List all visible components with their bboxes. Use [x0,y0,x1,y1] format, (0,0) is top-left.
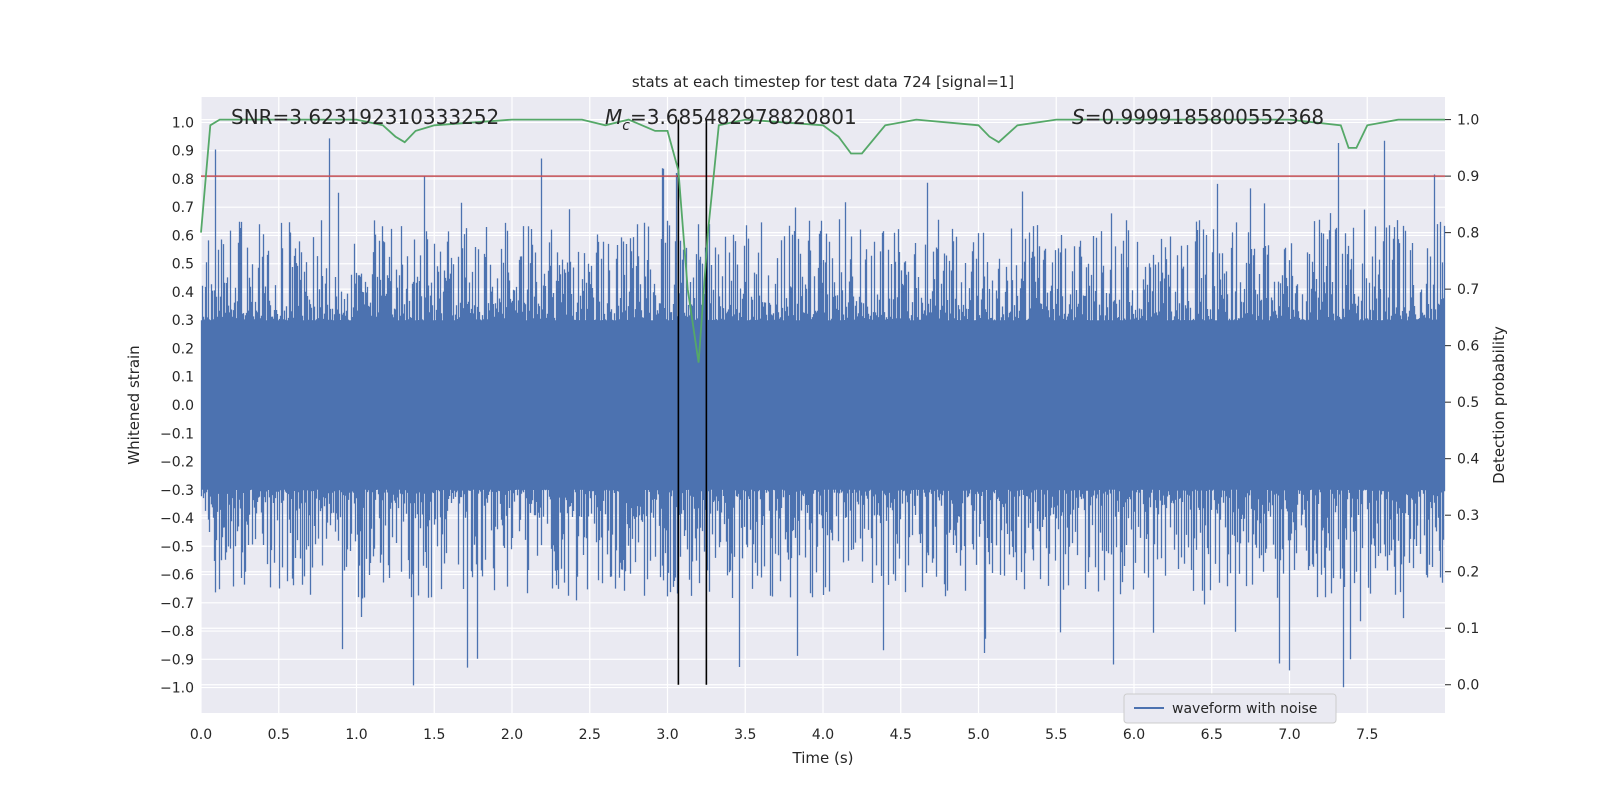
right-y-tick-labels: 1.0 0.9 0.8 0.7 0.6 0.5 0.4 0.3 0.2 0.1 0.0 [1445,113,1479,694]
left-y-tick-label: −0.6 [160,568,194,584]
right-y-tick-label: 0.7 [1457,282,1479,298]
left-y-tick-label: −0.5 [160,539,194,555]
left-y-tick-label: −0.4 [160,511,194,527]
left-y-tick-label: 1.0 [172,115,194,131]
x-tick-label: 5.5 [1045,727,1067,743]
left-y-axis-label: Whitened strain [125,345,143,464]
s-symbol: S [1072,105,1085,129]
legend: waveform with noise [1123,693,1337,724]
right-y-tick-label: 0.4 [1457,452,1479,468]
left-y-tick-label: 0.5 [172,257,194,273]
probability-line [200,118,1445,363]
x-tick-label: 7.5 [1356,727,1378,743]
x-tick-label: 4.0 [812,727,834,743]
x-tick-label: 5.0 [967,727,989,743]
snr-annotation: SNR=3.623192310333252 [231,105,499,129]
mc-subscript: c [622,118,630,134]
right-y-tick-label: 1.0 [1457,113,1479,129]
left-y-tick-label: −0.1 [160,426,194,442]
right-y-tick-label: 0.3 [1457,508,1479,524]
overlay-lines [200,118,1445,685]
x-tick-label: 6.0 [1123,727,1145,743]
x-tick-label: 4.5 [890,727,912,743]
left-y-tick-label: −1.0 [160,681,194,697]
x-tick-label: 1.0 [345,727,367,743]
mc-value: =3.685482978820801 [630,105,857,129]
right-y-axis-label: Detection probability [1490,326,1508,484]
x-tick-label: 0.0 [190,727,212,743]
x-tick-label: 2.0 [501,727,523,743]
s-value: =0.9999185800552368 [1085,105,1324,129]
left-y-tick-label: 0.3 [172,313,194,329]
right-y-tick-label: 0.1 [1457,621,1479,637]
left-y-tick-label: −0.8 [160,624,194,640]
left-y-tick-label: 0.8 [172,172,194,188]
right-y-tick-label: 0.5 [1457,395,1479,411]
mc-annotation: Mc=3.685482978820801 [605,105,857,134]
left-y-tick-label: 0.9 [172,144,194,160]
x-tick-label: 3.0 [656,727,678,743]
chart-title: stats at each timestep for test data 724… [632,73,1014,91]
right-y-tick-label: 0.8 [1457,226,1479,242]
left-y-tick-label: −0.7 [160,596,194,612]
right-y-tick-label: 0.6 [1457,339,1479,355]
left-y-tick-label: 0.6 [172,228,194,244]
right-y-tick-label: 0.2 [1457,565,1479,581]
x-tick-label: 6.5 [1201,727,1223,743]
waveform-series [200,138,1446,688]
x-axis-label: Time (s) [792,749,854,767]
legend-box [1123,693,1337,724]
left-y-tick-label: −0.9 [160,652,194,668]
mc-symbol: M [605,105,622,129]
x-tick-label: 3.5 [734,727,756,743]
left-y-tick-label: 0.2 [172,341,194,357]
right-y-tick-label: 0.9 [1457,169,1479,185]
x-tick-label: 1.5 [423,727,445,743]
x-tick-label: 2.5 [579,727,601,743]
left-y-tick-label: 0.0 [172,398,194,414]
right-y-tick-label: 0.0 [1457,678,1479,694]
x-tick-label: 7.0 [1278,727,1300,743]
left-y-tick-label: −0.3 [160,483,194,499]
left-y-tick-labels: 1.0 0.9 0.8 0.7 0.6 0.5 0.4 0.3 0.2 0.1 0.0 −0.1 −0.… [160,115,194,696]
s-annotation: S=0.9999185800552368 [1072,105,1324,129]
left-y-tick-label: 0.4 [172,285,194,301]
waveform-bars [200,138,1446,688]
left-y-tick-label: 0.1 [172,370,194,386]
left-y-tick-label: −0.2 [160,455,194,471]
x-tick-label: 0.5 [268,727,290,743]
legend-entry-waveform: waveform with noise [1172,701,1317,717]
left-y-tick-label: 0.7 [172,200,194,216]
x-tick-labels: 0.0 0.5 1.0 1.5 2.0 2.5 3.0 3.5 4.0 4.5 5.0 5.5 6.0 6… [190,727,1379,743]
